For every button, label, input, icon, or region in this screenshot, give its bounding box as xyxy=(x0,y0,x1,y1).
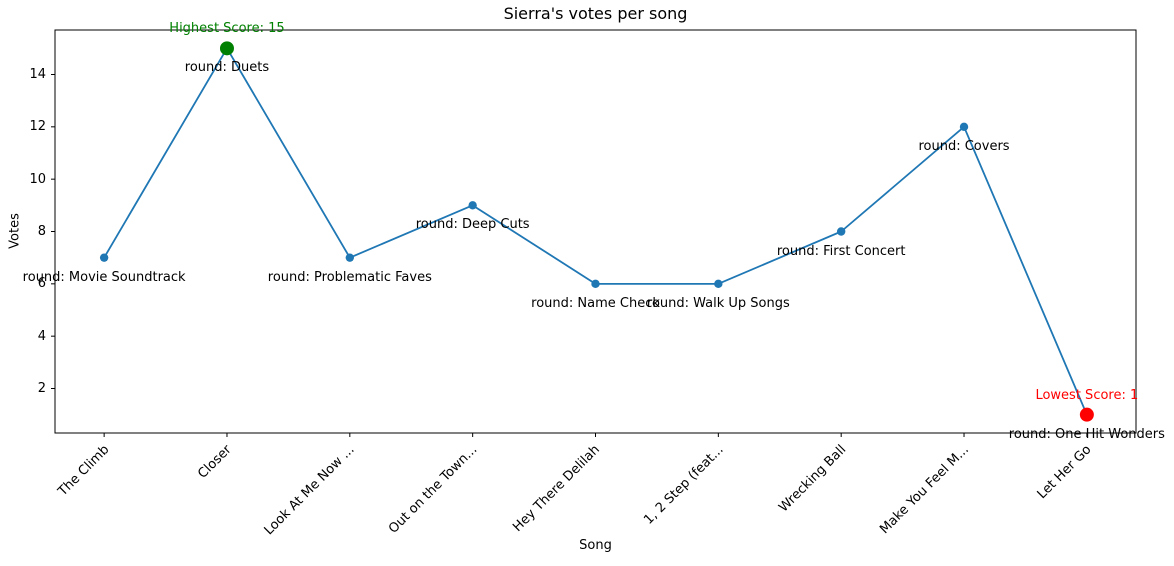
data-point-marker xyxy=(591,279,600,289)
y-tick-label: 2 xyxy=(37,381,46,396)
data-point-marker xyxy=(714,279,723,289)
round-annotation: round: Problematic Faves xyxy=(267,269,432,285)
round-annotation: round: Movie Soundtrack xyxy=(22,269,186,285)
chart-title: Sierra's votes per song xyxy=(503,4,688,23)
y-tick-label: 12 xyxy=(29,119,46,135)
highest-score-annotation: Highest Score: 15 xyxy=(169,21,285,37)
round-annotation: round: Walk Up Songs xyxy=(646,295,790,311)
y-tick-label: 6 xyxy=(37,276,46,292)
data-point-marker xyxy=(468,201,477,210)
y-tick-label: 4 xyxy=(37,328,46,344)
y-tick-label: 14 xyxy=(29,66,46,82)
lowest-score-point-marker xyxy=(1079,407,1094,422)
round-annotation: round: Name Check xyxy=(531,295,660,311)
round-annotation: round: One Hit Wonders xyxy=(1008,426,1165,442)
data-point-marker xyxy=(959,122,969,132)
round-annotation: round: Covers xyxy=(918,138,1010,154)
round-annotation: round: Deep Cuts xyxy=(415,217,530,233)
highest-score-point-marker xyxy=(219,41,234,56)
round-annotation: round: First Concert xyxy=(776,243,906,259)
data-point-marker xyxy=(99,253,109,262)
lowest-score-annotation: Lowest Score: 1 xyxy=(1035,387,1139,403)
plot-frame xyxy=(54,29,1137,434)
votes-line xyxy=(103,47,1088,416)
data-point-marker xyxy=(836,227,846,236)
round-annotation: round: Duets xyxy=(184,60,270,76)
data-point-marker xyxy=(345,253,355,262)
x-axis-label: Song xyxy=(579,538,612,553)
y-tick-label: 8 xyxy=(37,224,46,239)
y-tick-label: 10 xyxy=(29,171,46,187)
